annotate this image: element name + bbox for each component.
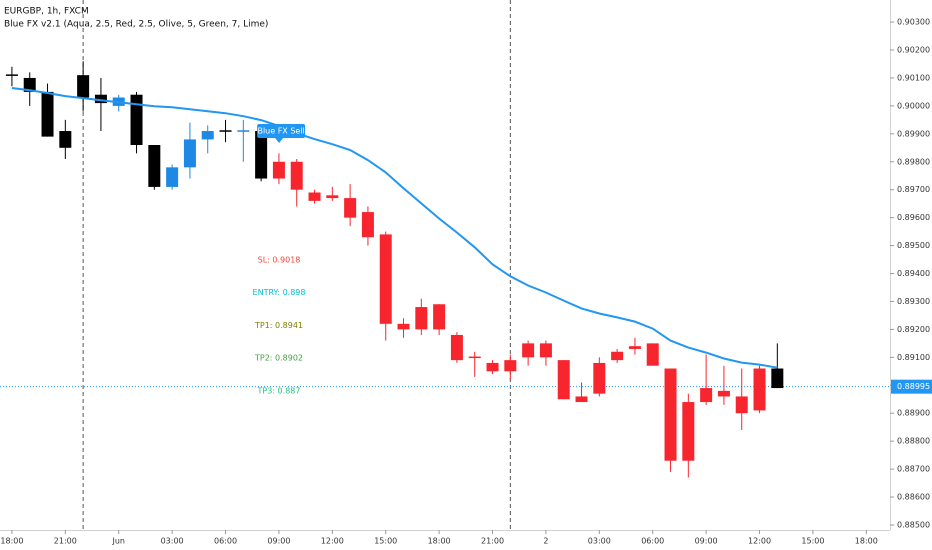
x-tick-label: 06:00 [641,537,664,546]
candle-body [771,368,784,389]
candle-body [700,388,713,403]
level-label: TP1: 0.8941 [254,321,303,330]
x-tick-label: 15:00 [801,537,824,546]
candle-body [201,131,214,140]
x-tick-label: 21:00 [481,537,504,546]
candle-body [272,161,285,179]
signal-pointer [275,138,284,143]
level-label: TP3: 0.887 [257,386,301,395]
x-tick-label: 18:00 [0,537,23,546]
candle-body [575,396,588,403]
candle-body [468,356,481,359]
signal-label: Blue FX Sell [257,124,306,143]
candle-body [664,368,677,461]
candle-body [59,131,72,148]
last-price-tag [891,379,932,394]
candle-body [735,396,748,414]
candle-body [237,130,250,132]
candle-body [77,75,90,98]
x-tick-label: Jun [111,537,125,546]
x-tick-label: 09:00 [267,537,290,546]
candle-body [308,192,321,201]
x-tick-label: 12:00 [748,537,771,546]
candle-body [397,323,410,330]
indicator-title: Blue FX v2.1 (Aqua, 2.5, Red, 2.5, Olive… [4,20,268,30]
y-tick-label: 0.89500 [897,241,930,250]
y-tick-label: 0.89900 [897,129,930,138]
y-tick-label: 0.88500 [897,520,930,529]
candle-body [219,130,232,132]
candle-body [415,307,428,330]
candle-body [539,343,552,358]
candle-body [255,131,268,179]
x-tick-label: 18:00 [428,537,451,546]
candle-body [646,343,659,366]
candle-body [593,362,606,394]
candle-body [379,234,392,324]
candle-body [504,360,517,372]
candle-body [41,91,54,137]
candle-body [344,198,357,218]
candle-body [682,402,695,461]
y-tick-label: 0.89300 [897,297,930,306]
candle-body [628,346,641,349]
candle-body [326,195,339,199]
candle-body [166,167,179,187]
level-label: TP2: 0.8902 [254,354,303,363]
chart-title: EURGBP, 1h, FXCM [4,7,89,17]
ma-line [11,87,778,369]
y-tick-label: 0.89200 [897,325,930,334]
y-tick-label: 0.89700 [897,185,930,194]
candle-body [361,212,374,238]
x-tick-label: 21:00 [54,537,77,546]
level-label: ENTRY: 0.898 [253,288,306,297]
candle-body [290,161,303,190]
x-tick-label: 18:00 [855,537,878,546]
y-tick-label: 0.89800 [897,157,930,166]
y-tick-label: 0.89100 [897,353,930,362]
y-tick-label: 0.90300 [897,18,930,27]
candle-body [148,145,161,187]
y-tick-label: 0.88600 [897,493,930,502]
candle-body [522,343,535,358]
x-tick-label: 03:00 [588,537,611,546]
candle-body [433,304,446,330]
candle-body [486,362,499,372]
y-tick-label: 0.88900 [897,409,930,418]
x-tick-label: 12:00 [321,537,344,546]
level-label: SL: 0.9018 [258,256,301,265]
x-tick-label: 09:00 [695,537,718,546]
last-price-label: 0.88995 [897,382,930,391]
x-tick-label: 15:00 [374,537,397,546]
x-tick-label: 2 [543,537,548,546]
candle-body [130,94,143,146]
x-tick-label: 03:00 [161,537,184,546]
y-tick-label: 0.90100 [897,73,930,82]
y-tick-label: 0.90200 [897,46,930,55]
candle-body [183,139,196,168]
y-tick-label: 0.90000 [897,101,930,110]
y-tick-label: 0.89600 [897,213,930,222]
candle-body [94,94,107,104]
y-tick-label: 0.88800 [897,437,930,446]
x-tick-label: 06:00 [214,537,237,546]
y-tick-label: 0.88700 [897,465,930,474]
candle-body [450,334,463,361]
candle-body [753,368,766,411]
candle-body [557,360,570,400]
candle-body [611,351,624,361]
signal-box [257,124,306,138]
candle-body [23,77,36,92]
candle-body [717,390,730,397]
y-tick-label: 0.89400 [897,269,930,278]
candle-body [5,74,18,76]
signal-text: Blue FX Sell [257,127,304,136]
